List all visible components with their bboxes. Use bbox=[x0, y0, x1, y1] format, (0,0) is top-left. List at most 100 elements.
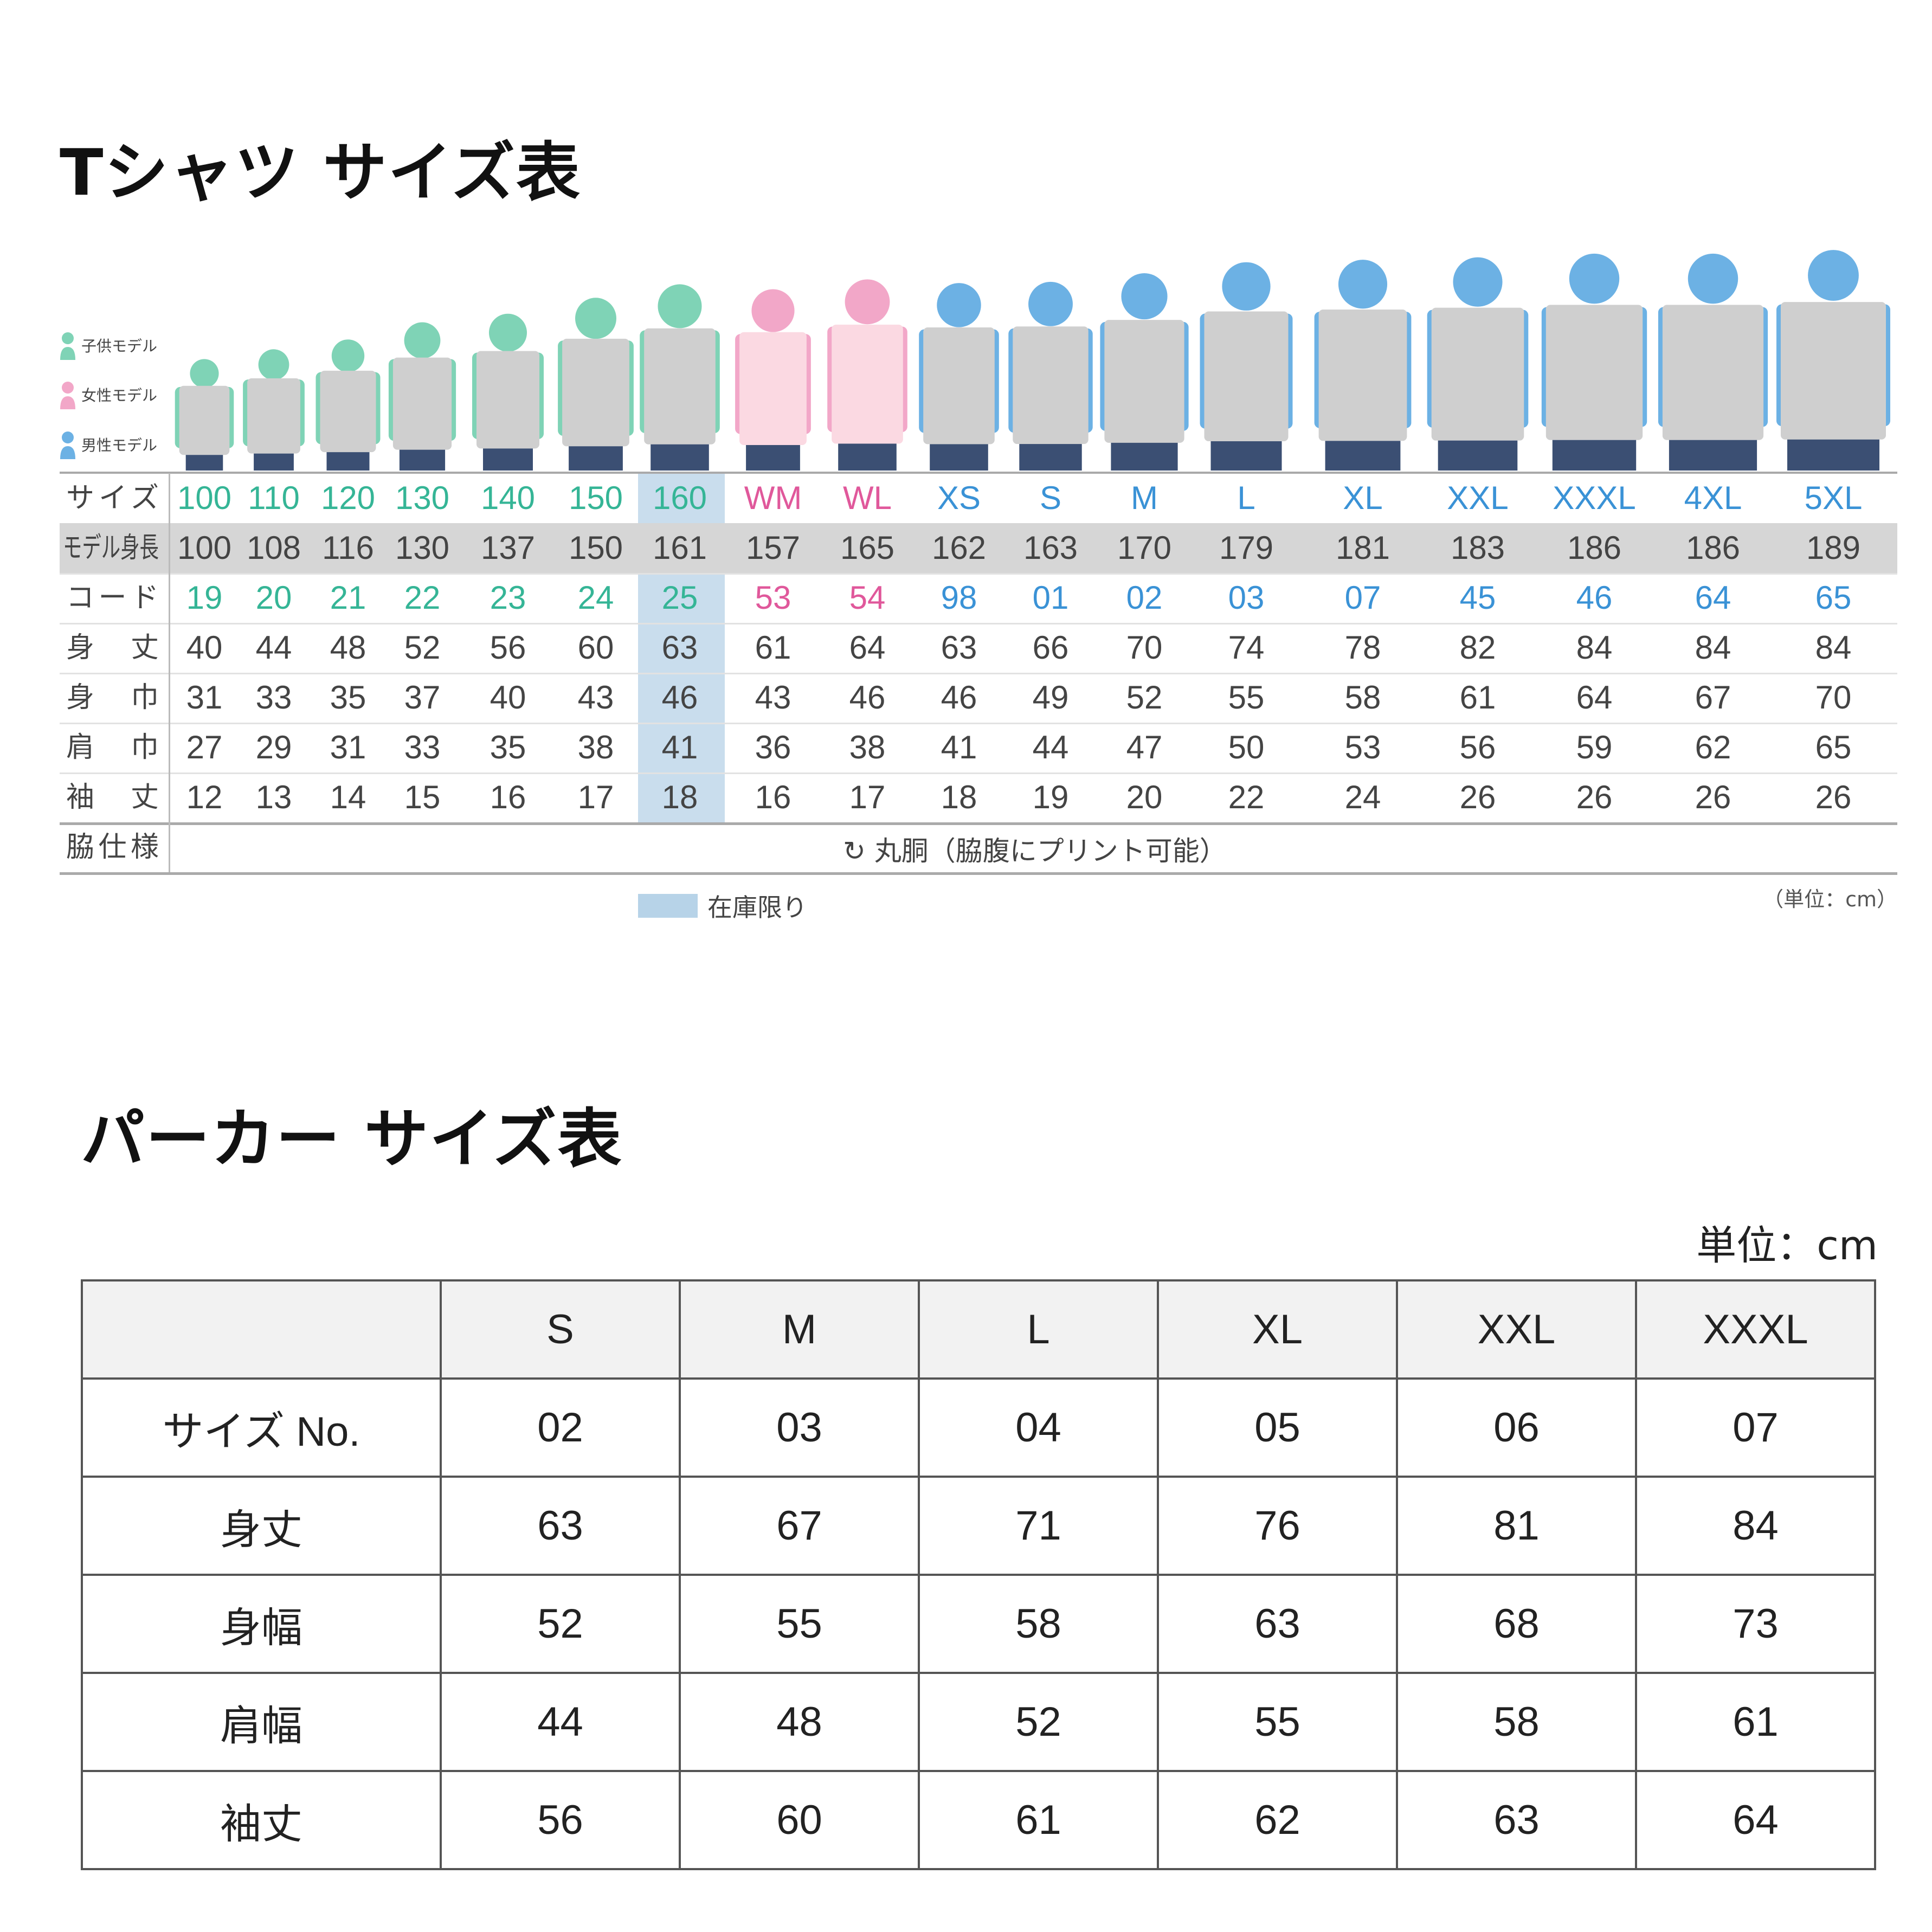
table-cell: 05 bbox=[1157, 1377, 1398, 1478]
table-cell: 46 bbox=[661, 679, 698, 716]
table-cell: 63 bbox=[941, 629, 977, 666]
table-cell: 64 bbox=[1576, 679, 1613, 716]
table-cell: 58 bbox=[918, 1574, 1159, 1674]
table-cell: 179 bbox=[1219, 530, 1274, 566]
table-cell: 22 bbox=[1228, 779, 1265, 815]
table-cell: 44 bbox=[255, 629, 292, 666]
table-cell: 108 bbox=[246, 530, 301, 566]
model-figure bbox=[1427, 257, 1529, 471]
table-cell: 40 bbox=[186, 629, 223, 666]
table-cell: 120 bbox=[320, 480, 376, 516]
table-cell: 150 bbox=[568, 480, 623, 516]
stock-legend-label: 在庫限り bbox=[707, 893, 807, 922]
table-cell: 60 bbox=[679, 1770, 920, 1870]
table-cell: 12 bbox=[186, 779, 223, 815]
table-cell: 46 bbox=[1576, 579, 1613, 616]
table-row: 身幅 52 55 58 63 68 73 bbox=[81, 1574, 1876, 1674]
table-cell: M bbox=[1131, 480, 1158, 516]
table-cell: 21 bbox=[330, 579, 366, 616]
table-cell: 02 bbox=[1126, 579, 1163, 616]
table-cell: 53 bbox=[755, 579, 791, 616]
table-cell: 64 bbox=[1635, 1770, 1876, 1870]
table-cell: 52 bbox=[440, 1574, 681, 1674]
table-cell: 44 bbox=[1032, 729, 1069, 765]
header-row: S M L XL XXL XXXL bbox=[81, 1279, 1876, 1380]
size-header: L bbox=[918, 1279, 1159, 1380]
table-cell: 55 bbox=[679, 1574, 920, 1674]
size-header: XXXL bbox=[1635, 1279, 1876, 1380]
size-header: S bbox=[440, 1279, 681, 1380]
table-cell: 20 bbox=[1126, 779, 1163, 815]
table-cell: 16 bbox=[490, 779, 526, 815]
table-row: サイズ No. 02 03 04 05 06 07 bbox=[81, 1377, 1876, 1478]
table-cell: 70 bbox=[1815, 679, 1852, 716]
table-cell: 20 bbox=[255, 579, 292, 616]
tshirt-size-table: サイズ 100 110 120 130 140 150 160 WM WL XS S M L XL XXL XX… bbox=[60, 472, 1897, 875]
table-cell: 186 bbox=[1685, 530, 1741, 566]
model-figure bbox=[388, 322, 456, 471]
table-cell: 36 bbox=[755, 729, 791, 765]
row-label: 身 巾 bbox=[66, 681, 159, 714]
table-cell: 56 bbox=[1459, 729, 1496, 765]
table-cell: 73 bbox=[1635, 1574, 1876, 1674]
table-cell: 130 bbox=[395, 480, 450, 516]
model-figure bbox=[1314, 260, 1412, 471]
table-row: 袖丈 56 60 61 62 63 64 bbox=[81, 1770, 1876, 1870]
table-cell: 60 bbox=[577, 629, 614, 666]
table-cell: 24 bbox=[577, 579, 614, 616]
hoodie-unit: 単位：cm bbox=[1696, 1222, 1878, 1269]
table-cell: 26 bbox=[1695, 779, 1731, 815]
model-figure bbox=[472, 313, 544, 471]
stock-swatch bbox=[638, 894, 698, 918]
table-cell: 68 bbox=[1396, 1574, 1637, 1674]
table-row: 身 丈 40 44 48 52 56 60 63 61 64 63 66 70 74 78 82 84 84 84 bbox=[60, 623, 1897, 674]
legend-label: 女性モデル bbox=[81, 387, 158, 404]
model-figure bbox=[315, 339, 381, 471]
table-cell: 56 bbox=[490, 629, 526, 666]
row-label: 肩幅 bbox=[81, 1672, 442, 1772]
table-rule bbox=[60, 472, 1897, 474]
table-cell: 84 bbox=[1815, 629, 1852, 666]
model-figure bbox=[243, 349, 305, 471]
table-cell: 03 bbox=[679, 1377, 920, 1478]
table-cell: 47 bbox=[1126, 729, 1163, 765]
hoodie-size-table: S M L XL XXL XXXL サイズ No. 02 03 04 05 06 07 身丈 63 67 71 7… bbox=[81, 1279, 1876, 1870]
table-cell: 45 bbox=[1459, 579, 1496, 616]
model-figure bbox=[735, 289, 811, 471]
stock-legend: 在庫限り bbox=[638, 888, 807, 924]
table-cell: 48 bbox=[679, 1672, 920, 1772]
table-cell: 98 bbox=[941, 579, 977, 616]
table-cell: 46 bbox=[941, 679, 977, 716]
table-cell: 26 bbox=[1459, 779, 1496, 815]
model-figure bbox=[1008, 281, 1093, 471]
table-cell: 46 bbox=[849, 679, 886, 716]
table-cell: 50 bbox=[1228, 729, 1265, 765]
table-cell: 33 bbox=[255, 679, 292, 716]
table-cell: 14 bbox=[330, 779, 366, 815]
table-cell: 71 bbox=[918, 1476, 1159, 1576]
table-row: 身丈 63 67 71 76 81 84 bbox=[81, 1476, 1876, 1576]
model-figure bbox=[1776, 250, 1890, 471]
table-cell: 74 bbox=[1228, 629, 1265, 666]
table-cell: 07 bbox=[1344, 579, 1381, 616]
table-cell: 29 bbox=[255, 729, 292, 765]
table-row: 肩幅 44 48 52 55 58 61 bbox=[81, 1672, 1876, 1772]
table-cell: 61 bbox=[1635, 1672, 1876, 1772]
table-cell: 52 bbox=[404, 629, 441, 666]
table-cell: 61 bbox=[918, 1770, 1159, 1870]
table-cell: 23 bbox=[490, 579, 526, 616]
table-cell: 41 bbox=[941, 729, 977, 765]
table-cell: 35 bbox=[330, 679, 366, 716]
table-cell: 43 bbox=[755, 679, 791, 716]
table-cell: 55 bbox=[1228, 679, 1265, 716]
table-cell: 67 bbox=[679, 1476, 920, 1576]
table-cell: 82 bbox=[1459, 629, 1496, 666]
model-figure bbox=[640, 284, 720, 471]
table-cell: 183 bbox=[1450, 530, 1505, 566]
table-cell: 35 bbox=[490, 729, 526, 765]
model-figure bbox=[1200, 262, 1293, 471]
model-figure bbox=[1658, 253, 1768, 471]
table-cell: 17 bbox=[577, 779, 614, 815]
legend-item: 女性モデル bbox=[60, 380, 157, 409]
table-cell: 165 bbox=[840, 530, 895, 566]
